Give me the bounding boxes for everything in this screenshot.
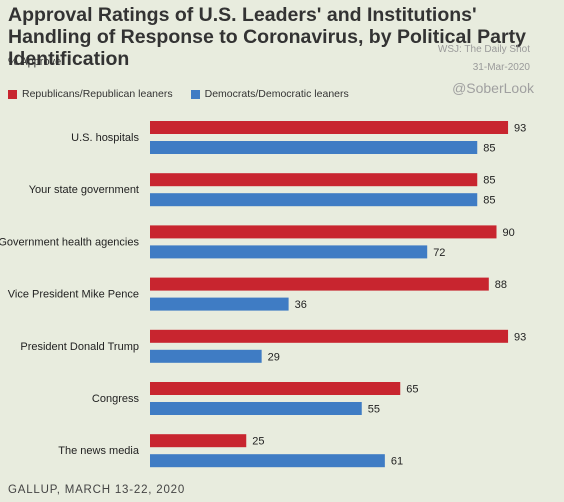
- bar-republicans: [150, 225, 497, 239]
- watermark-handle: @SoberLook: [452, 80, 534, 96]
- chart-source: GALLUP, MARCH 13-22, 2020: [8, 484, 186, 496]
- chart-subtitle: % Approve: [8, 56, 62, 68]
- value-label: 93: [514, 331, 526, 343]
- bar-democrats: [150, 245, 428, 259]
- category-label: Your state government: [29, 184, 139, 196]
- value-label: 29: [268, 351, 280, 363]
- value-label: 88: [495, 279, 507, 291]
- legend-swatch-republicans: [8, 89, 17, 99]
- legend-label-republicans: Republicans/Republican leaners: [22, 88, 173, 100]
- bar-democrats: [150, 454, 385, 468]
- bar-republicans: [150, 277, 489, 291]
- value-label: 85: [483, 195, 495, 207]
- legend: Republicans/Republican leaners Democrats…: [8, 88, 349, 100]
- bar-democrats: [150, 193, 478, 207]
- bar-democrats: [150, 297, 289, 311]
- category-label: President Donald Trump: [20, 341, 139, 353]
- value-label: 90: [503, 227, 515, 239]
- value-label: 61: [391, 456, 403, 468]
- bar-republicans: [150, 434, 247, 448]
- value-label: 85: [483, 175, 495, 187]
- watermark-date: 31-Mar-2020: [472, 62, 530, 73]
- category-label: The news media: [58, 445, 140, 457]
- bar-democrats: [150, 349, 262, 363]
- bar-democrats: [150, 402, 362, 415]
- value-label: 36: [295, 299, 307, 311]
- value-label: 72: [433, 247, 445, 259]
- legend-item-democrats: Democrats/Democratic leaners: [190, 88, 349, 100]
- category-label: Congress: [92, 393, 140, 405]
- category-label: Government health agencies: [0, 236, 139, 248]
- bar-republicans: [150, 329, 509, 343]
- category-label: Vice President Mike Pence: [8, 289, 139, 301]
- legend-label-democrats: Democrats/Democratic leaners: [204, 88, 349, 100]
- chart-title: Approval Ratings of U.S. Leaders' and In…: [8, 4, 526, 70]
- bar-democrats: [150, 141, 478, 154]
- legend-item-republicans: Republicans/Republican leaners: [8, 88, 173, 100]
- category-label: U.S. hospitals: [71, 132, 139, 144]
- value-label: 25: [252, 436, 264, 448]
- bar-republicans: [150, 173, 478, 187]
- value-label: 65: [406, 384, 418, 396]
- value-label: 93: [514, 123, 526, 135]
- value-label: 85: [483, 143, 495, 155]
- legend-swatch-democrats: [190, 89, 200, 99]
- value-label: 55: [368, 404, 380, 416]
- bar-republicans: [150, 121, 509, 134]
- watermark-source: WSJ: The Daily Shot: [437, 44, 530, 55]
- bar-republicans: [150, 382, 401, 395]
